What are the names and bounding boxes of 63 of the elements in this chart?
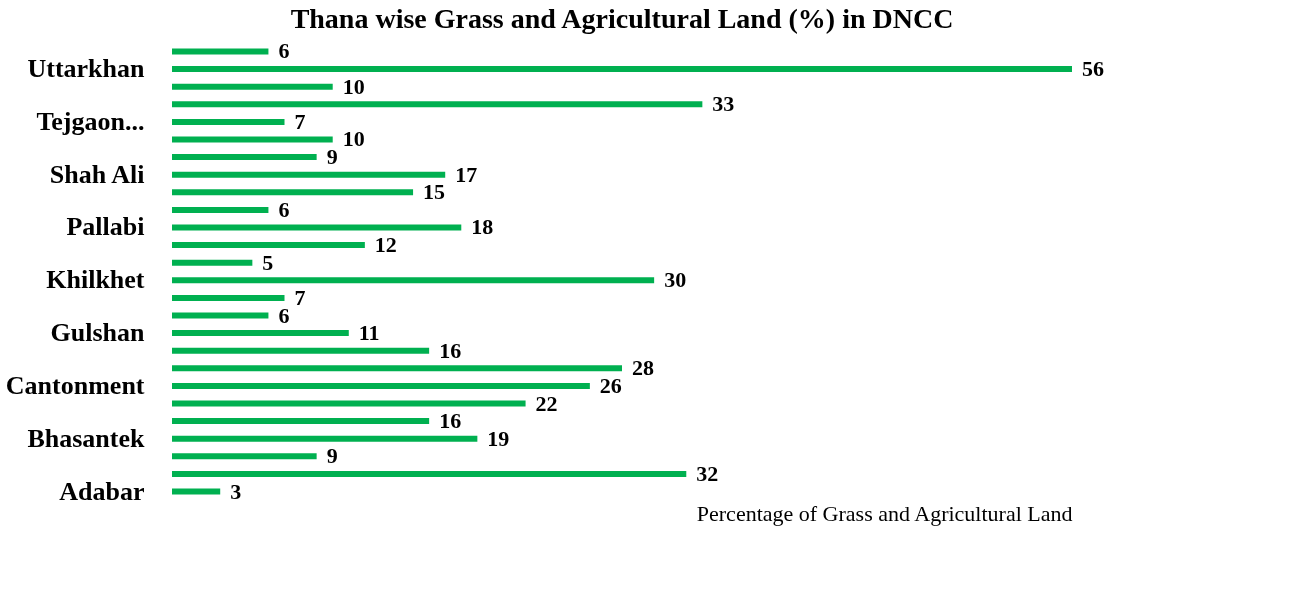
bar bbox=[172, 242, 365, 249]
bar bbox=[172, 418, 430, 425]
bar bbox=[172, 136, 333, 143]
data-label: 3 bbox=[230, 478, 242, 504]
bar bbox=[172, 365, 622, 372]
bar bbox=[172, 347, 430, 354]
data-label: 6 bbox=[278, 196, 290, 222]
data-label: 9 bbox=[326, 443, 338, 469]
x-axis-title: Percentage of Grass and Agricultural Land bbox=[696, 500, 1073, 526]
y-tick-label: Bhasantek bbox=[27, 423, 146, 453]
data-label: 32 bbox=[696, 460, 719, 486]
data-label: 6 bbox=[278, 38, 290, 64]
data-label: 12 bbox=[374, 232, 397, 258]
bar bbox=[172, 118, 285, 125]
data-label: 30 bbox=[664, 267, 687, 293]
bar bbox=[172, 189, 414, 196]
chart-title: Thana wise Grass and Agricultural Land (%) in DNCC bbox=[290, 2, 954, 34]
data-label: 22 bbox=[535, 390, 558, 416]
bar bbox=[172, 453, 317, 460]
data-label: 18 bbox=[471, 214, 494, 240]
data-label: 19 bbox=[487, 425, 510, 451]
data-label: 10 bbox=[342, 126, 365, 152]
data-label: 16 bbox=[439, 337, 462, 363]
data-label: 26 bbox=[599, 372, 622, 398]
bar bbox=[172, 400, 526, 407]
data-label: 28 bbox=[632, 355, 654, 381]
bar bbox=[172, 259, 253, 266]
data-label: 15 bbox=[423, 179, 446, 205]
y-tick-label: Uttarkhan bbox=[27, 54, 146, 84]
bar bbox=[172, 312, 269, 319]
bar bbox=[172, 382, 590, 389]
y-tick-label: Pallabi bbox=[66, 212, 145, 242]
bar bbox=[172, 224, 462, 231]
y-tick-label: Khilkhet bbox=[46, 265, 145, 295]
data-label: 10 bbox=[342, 73, 365, 99]
bar bbox=[172, 470, 687, 477]
bar bbox=[172, 294, 285, 301]
bar bbox=[172, 83, 333, 90]
data-label: 56 bbox=[1082, 56, 1104, 82]
bar bbox=[172, 101, 703, 108]
bar bbox=[172, 154, 317, 161]
data-label: 33 bbox=[712, 91, 735, 117]
data-label: 17 bbox=[455, 161, 478, 187]
data-label: 7 bbox=[294, 108, 306, 134]
bar bbox=[172, 66, 1072, 73]
data-label: 5 bbox=[262, 249, 274, 275]
bar bbox=[172, 488, 221, 495]
data-label: 16 bbox=[439, 408, 462, 434]
y-tick-label: Tejgaon... bbox=[36, 106, 145, 136]
bar bbox=[172, 330, 349, 337]
bar bbox=[172, 48, 269, 55]
data-label: 6 bbox=[278, 302, 290, 328]
bar bbox=[172, 277, 655, 284]
data-label: 7 bbox=[294, 284, 306, 310]
y-tick-label: Adabar bbox=[59, 476, 145, 506]
y-tick-label: Cantonment bbox=[5, 370, 145, 400]
data-label: 9 bbox=[326, 144, 338, 170]
bar bbox=[172, 435, 478, 442]
bar bbox=[172, 171, 446, 178]
bar bbox=[172, 206, 269, 213]
data-label: 11 bbox=[358, 320, 380, 346]
y-tick-label: Shah Ali bbox=[49, 159, 145, 189]
y-tick-label: Gulshan bbox=[50, 318, 146, 348]
